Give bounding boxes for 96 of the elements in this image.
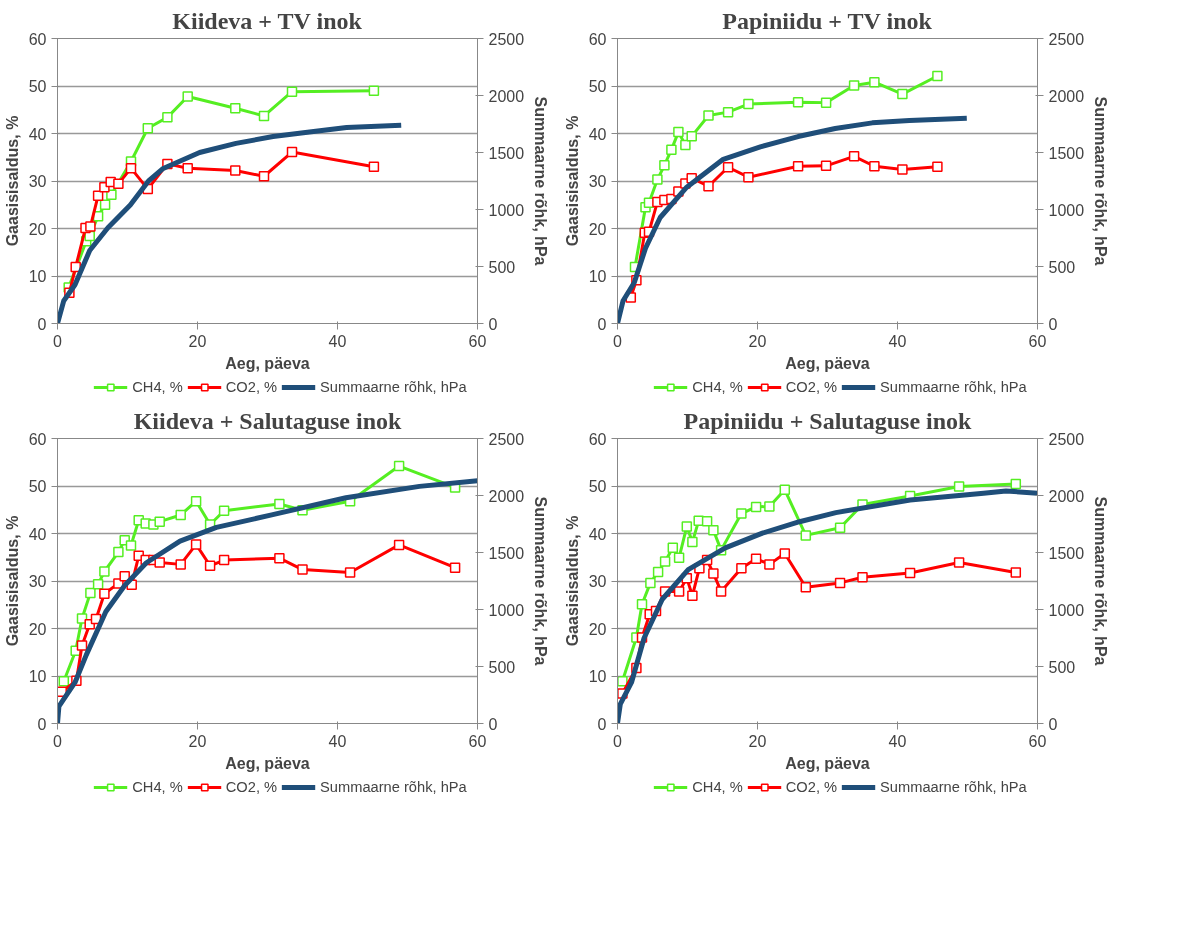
- chart-title: Kiideva + TV inok: [172, 7, 363, 34]
- y2-tick-label: 2000: [488, 87, 525, 105]
- legend-label: CH4, %: [132, 779, 183, 795]
- y-axis-title: Gaasisisaldus, %: [3, 515, 21, 647]
- y-tick-label: 10: [588, 668, 607, 685]
- y2-tick-label: 2500: [488, 430, 525, 448]
- y2-tick-label: 500: [1048, 658, 1076, 676]
- y-tick-label: 40: [28, 525, 47, 543]
- y-axis-title: Gaasisisaldus, %: [563, 515, 581, 647]
- y-tick-label: 30: [28, 573, 47, 590]
- x-axis-title: Aeg, päeva: [785, 754, 870, 772]
- y-tick-label: 10: [28, 268, 47, 285]
- y-tick-label: 60: [28, 30, 47, 48]
- x-tick-label: 40: [328, 332, 347, 350]
- chart-title: Papiniidu + TV inok: [722, 7, 933, 34]
- y-tick-label: 40: [588, 125, 607, 143]
- y2-tick-label: 2000: [1048, 87, 1085, 105]
- x-tick-label: 0: [613, 732, 623, 750]
- y-tick-label: 0: [37, 315, 47, 333]
- y-tick-label: 50: [28, 478, 47, 495]
- x-tick-label: 60: [1028, 732, 1047, 750]
- legend-label: CO2, %: [225, 779, 278, 795]
- x-tick-label: 40: [328, 732, 347, 750]
- y2-tick-label: 1000: [1048, 601, 1085, 619]
- y2-tick-label: 1500: [1048, 144, 1085, 162]
- legend-label: CO2, %: [785, 779, 838, 795]
- y2-tick-label: 2000: [488, 487, 525, 505]
- y2-tick-label: 1000: [1048, 201, 1085, 219]
- chart-title: Papiniidu + Salutaguse inok: [683, 407, 973, 434]
- y2-tick-label: 500: [488, 258, 516, 276]
- legend-label: Summaarne rõhk, hPa: [880, 779, 1027, 795]
- y2-tick-label: 1500: [488, 544, 525, 562]
- x-tick-label: 20: [748, 332, 767, 350]
- x-tick-label: 60: [468, 732, 487, 750]
- y-tick-label: 60: [588, 30, 607, 48]
- y-tick-label: 0: [597, 715, 607, 733]
- y2-tick-label: 500: [1048, 258, 1076, 276]
- x-tick-label: 60: [1028, 332, 1047, 350]
- x-axis-title: Aeg, päeva: [225, 754, 310, 772]
- y2-axis-title: Summaarne rõhk, hPa: [532, 496, 550, 666]
- legend-label: CH4, %: [132, 379, 183, 395]
- y2-tick-label: 2500: [1048, 30, 1085, 48]
- x-tick-label: 20: [188, 332, 207, 350]
- y-tick-label: 50: [588, 478, 607, 495]
- x-tick-label: 40: [888, 332, 907, 350]
- y-tick-label: 30: [588, 173, 607, 190]
- y-tick-label: 0: [597, 315, 607, 333]
- y2-tick-label: 0: [488, 715, 498, 733]
- y2-axis-title: Summaarne rõhk, hPa: [1092, 96, 1110, 266]
- y2-tick-label: 1500: [1048, 544, 1085, 562]
- y2-tick-label: 0: [1048, 715, 1058, 733]
- legend-label: CH4, %: [692, 379, 743, 395]
- y2-axis-title: Summaarne rõhk, hPa: [1092, 496, 1110, 666]
- x-tick-label: 60: [468, 332, 487, 350]
- x-tick-label: 20: [748, 732, 767, 750]
- y-tick-label: 50: [28, 78, 47, 95]
- y-tick-label: 0: [37, 715, 47, 733]
- y2-tick-label: 2500: [1048, 430, 1085, 448]
- y-axis-title: Gaasisisaldus, %: [3, 115, 21, 247]
- y-tick-label: 40: [28, 125, 47, 143]
- x-tick-label: 0: [613, 332, 623, 350]
- y2-tick-label: 1000: [488, 601, 525, 619]
- y-tick-label: 50: [588, 78, 607, 95]
- y-tick-label: 30: [588, 573, 607, 590]
- y-tick-label: 20: [28, 220, 47, 238]
- chart-title: Kiideva + Salutaguse inok: [133, 407, 403, 434]
- y2-tick-label: 1500: [488, 144, 525, 162]
- legend-label: Summaarne rõhk, hPa: [320, 379, 467, 395]
- x-axis-title: Aeg, päeva: [785, 354, 870, 372]
- y-tick-label: 60: [28, 430, 47, 448]
- y-tick-label: 10: [28, 668, 47, 685]
- legend-label: Summaarne rõhk, hPa: [320, 779, 467, 795]
- legend-label: CO2, %: [225, 379, 278, 395]
- legend-label: CO2, %: [785, 379, 838, 395]
- y-tick-label: 20: [588, 620, 607, 638]
- y-tick-label: 60: [588, 430, 607, 448]
- y2-tick-label: 500: [488, 658, 516, 676]
- y2-tick-label: 2000: [1048, 487, 1085, 505]
- y-tick-label: 20: [28, 620, 47, 638]
- y-tick-label: 40: [588, 525, 607, 543]
- y-tick-label: 30: [28, 173, 47, 190]
- x-tick-label: 20: [188, 732, 207, 750]
- x-tick-label: 0: [53, 332, 63, 350]
- legend-label: CH4, %: [692, 779, 743, 795]
- y-axis-title: Gaasisisaldus, %: [563, 115, 581, 247]
- y2-tick-label: 0: [1048, 315, 1058, 333]
- x-tick-label: 0: [53, 732, 63, 750]
- y-tick-label: 10: [588, 268, 607, 285]
- y2-tick-label: 1000: [488, 201, 525, 219]
- y2-axis-title: Summaarne rõhk, hPa: [532, 96, 550, 266]
- y2-tick-label: 2500: [488, 30, 525, 48]
- y-tick-label: 20: [588, 220, 607, 238]
- x-axis-title: Aeg, päeva: [225, 354, 310, 372]
- y2-tick-label: 0: [488, 315, 498, 333]
- legend-label: Summaarne rõhk, hPa: [880, 379, 1027, 395]
- x-tick-label: 40: [888, 732, 907, 750]
